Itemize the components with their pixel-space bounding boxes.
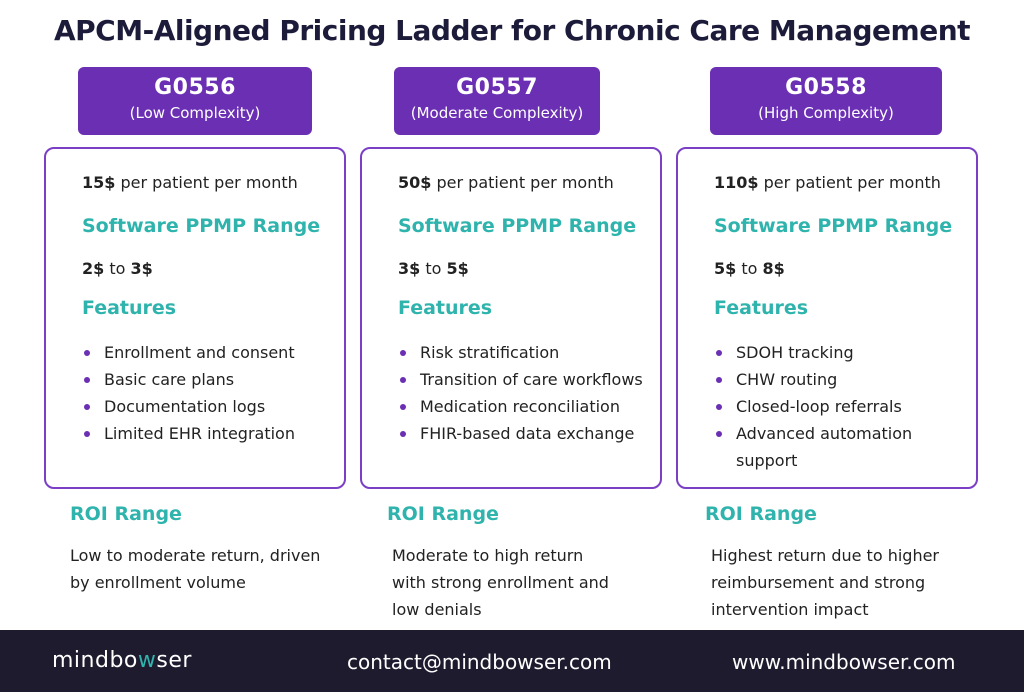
feature-item: Closed-loop referrals (714, 393, 974, 420)
feature-label: SDOH tracking (736, 343, 854, 362)
feature-label: Advanced automation support (736, 424, 913, 470)
range-sep: to (420, 259, 447, 278)
bullet-dot-icon (716, 350, 722, 356)
price-line: 15$ per patient per month (82, 173, 298, 192)
feature-item: Documentation logs (82, 393, 342, 420)
ppmp-heading: Software PPMP Range (398, 215, 637, 237)
ppmp-heading: Software PPMP Range (82, 215, 321, 237)
tier-complexity: (High Complexity) (758, 104, 894, 122)
feature-label: Enrollment and consent (104, 343, 295, 362)
bullet-dot-icon (84, 404, 90, 410)
tier-code-badge: G0556 (Low Complexity) (78, 67, 312, 135)
price-suffix: per patient per month (758, 173, 941, 192)
feature-item: Medication reconciliation (398, 393, 658, 420)
roi-description: Low to moderate return, driven by enroll… (70, 546, 321, 592)
range-high: 3$ (130, 259, 153, 278)
logo-text-end: ser (156, 648, 192, 673)
roi-heading: ROI Range (387, 503, 499, 525)
price-suffix: per patient per month (115, 173, 298, 192)
feature-label: Risk stratification (420, 343, 560, 362)
website-link[interactable]: www.mindbowser.com (732, 650, 956, 674)
feature-label: Documentation logs (104, 397, 266, 416)
tier-card: 50$ per patient per month Software PPMP … (360, 147, 662, 489)
feature-label: Transition of care workflows (420, 370, 643, 389)
logo-text-accent: w (137, 648, 157, 673)
bullet-dot-icon (716, 431, 722, 437)
bullet-dot-icon (400, 404, 406, 410)
price-line: 110$ per patient per month (714, 173, 941, 192)
features-list: Risk stratification Transition of care w… (398, 339, 658, 447)
bullet-dot-icon (716, 377, 722, 383)
range-low: 5$ (714, 259, 737, 278)
range-sep: to (736, 259, 763, 278)
price-amount: 50$ (398, 173, 432, 192)
feature-label: FHIR-based data exchange (420, 424, 635, 443)
bullet-dot-icon (716, 404, 722, 410)
tier-code: G0556 (154, 75, 236, 100)
tier-complexity: (Low Complexity) (129, 104, 261, 122)
roi-heading: ROI Range (70, 503, 182, 525)
features-heading: Features (714, 297, 809, 319)
range-low: 3$ (398, 259, 421, 278)
tier-card: 15$ per patient per month Software PPMP … (44, 147, 346, 489)
feature-label: Basic care plans (104, 370, 235, 389)
tier-code: G0557 (456, 75, 538, 100)
tier-card: 110$ per patient per month Software PPMP… (676, 147, 978, 489)
feature-item: Basic care plans (82, 366, 342, 393)
feature-item: Risk stratification (398, 339, 658, 366)
bullet-dot-icon (400, 377, 406, 383)
features-heading: Features (398, 297, 493, 319)
tier-code-badge: G0557 (Moderate Complexity) (394, 67, 600, 135)
bullet-dot-icon (84, 377, 90, 383)
feature-item: FHIR-based data exchange (398, 420, 658, 447)
feature-label: Medication reconciliation (420, 397, 620, 416)
roi-description: Moderate to high return with strong enro… (392, 546, 609, 619)
features-list: Enrollment and consent Basic care plans … (82, 339, 342, 447)
ppmp-range: 3$ to 5$ (398, 259, 469, 278)
features-list: SDOH tracking CHW routing Closed-loop re… (714, 339, 974, 474)
price-suffix: per patient per month (431, 173, 614, 192)
feature-item: Advanced automation support (714, 420, 974, 474)
price-amount: 15$ (82, 173, 116, 192)
bullet-dot-icon (84, 350, 90, 356)
price-line: 50$ per patient per month (398, 173, 614, 192)
brand-logo: mindbowser (52, 648, 192, 673)
price-amount: 110$ (714, 173, 759, 192)
bullet-dot-icon (400, 350, 406, 356)
feature-label: Closed-loop referrals (736, 397, 902, 416)
range-high: 8$ (762, 259, 785, 278)
roi-heading: ROI Range (705, 503, 817, 525)
tier-code-badge: G0558 (High Complexity) (710, 67, 942, 135)
bullet-dot-icon (400, 431, 406, 437)
ppmp-range: 5$ to 8$ (714, 259, 785, 278)
feature-item: Enrollment and consent (82, 339, 342, 366)
ppmp-range: 2$ to 3$ (82, 259, 153, 278)
feature-label: CHW routing (736, 370, 838, 389)
feature-item: SDOH tracking (714, 339, 974, 366)
feature-item: CHW routing (714, 366, 974, 393)
feature-item: Transition of care workflows (398, 366, 658, 393)
page-title: APCM-Aligned Pricing Ladder for Chronic … (53, 14, 971, 47)
tier-complexity: (Moderate Complexity) (410, 104, 584, 122)
footer-bar: mindbowser contact@mindbowser.com www.mi… (0, 630, 1024, 692)
contact-email-link[interactable]: contact@mindbowser.com (347, 650, 612, 674)
bullet-dot-icon (84, 431, 90, 437)
feature-label: Limited EHR integration (104, 424, 295, 443)
ppmp-heading: Software PPMP Range (714, 215, 953, 237)
range-high: 5$ (446, 259, 469, 278)
roi-description: Highest return due to higher reimburseme… (711, 546, 939, 619)
tier-code: G0558 (785, 75, 867, 100)
features-heading: Features (82, 297, 177, 319)
range-low: 2$ (82, 259, 105, 278)
feature-item: Limited EHR integration (82, 420, 342, 447)
range-sep: to (104, 259, 131, 278)
logo-text-start: mindbo (52, 648, 138, 673)
